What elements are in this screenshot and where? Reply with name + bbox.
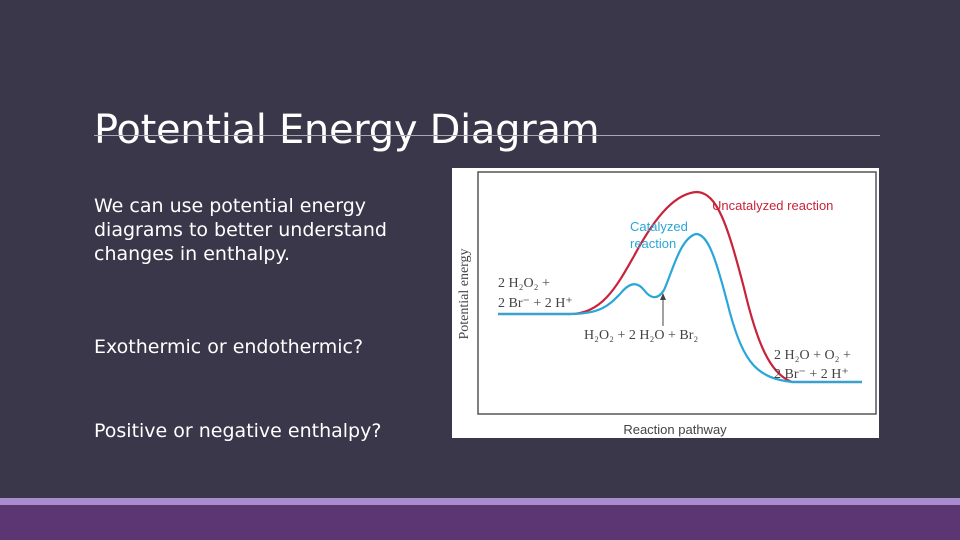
y-axis-label: Potential energy — [457, 248, 472, 339]
uncatalyzed-curve — [498, 190, 862, 384]
catalyzed-label-line1: Catalyzed — [630, 219, 688, 234]
body-question-enthalpy-sign: Positive or negative enthalpy? — [94, 420, 382, 442]
body-question-exo-endo: Exothermic or endothermic? — [94, 336, 364, 358]
body-paragraph-intro: We can use potential energy diagrams to … — [94, 195, 387, 265]
reactants-label-line2: 2 Br⁻ + 2 H⁺ — [498, 296, 573, 311]
slide-title: Potential Energy Diagram — [94, 106, 600, 153]
footer-band-dark — [0, 505, 960, 540]
reactants-label-line1: 2 H₂O₂ + — [498, 276, 550, 291]
title-divider — [94, 135, 880, 136]
catalyzed-curve — [498, 232, 862, 384]
plot-frame — [477, 171, 877, 415]
intermediate-arrowhead — [660, 293, 666, 300]
uncatalyzed-label: Uncatalyzed reaction — [712, 198, 833, 213]
footer-band-light — [0, 498, 960, 505]
products-label-line1: 2 H₂O + O₂ + — [774, 348, 851, 363]
intermediate-label: H₂O₂ + 2 H₂O + Br₂ — [584, 328, 698, 343]
products-label-line2: 2 Br⁻ + 2 H⁺ — [774, 367, 849, 382]
potential-energy-figure: Potential energy Reaction pathway Uncata… — [452, 168, 879, 438]
x-axis-label: Reaction pathway — [623, 422, 727, 437]
catalyzed-label-line2: reaction — [630, 236, 676, 251]
